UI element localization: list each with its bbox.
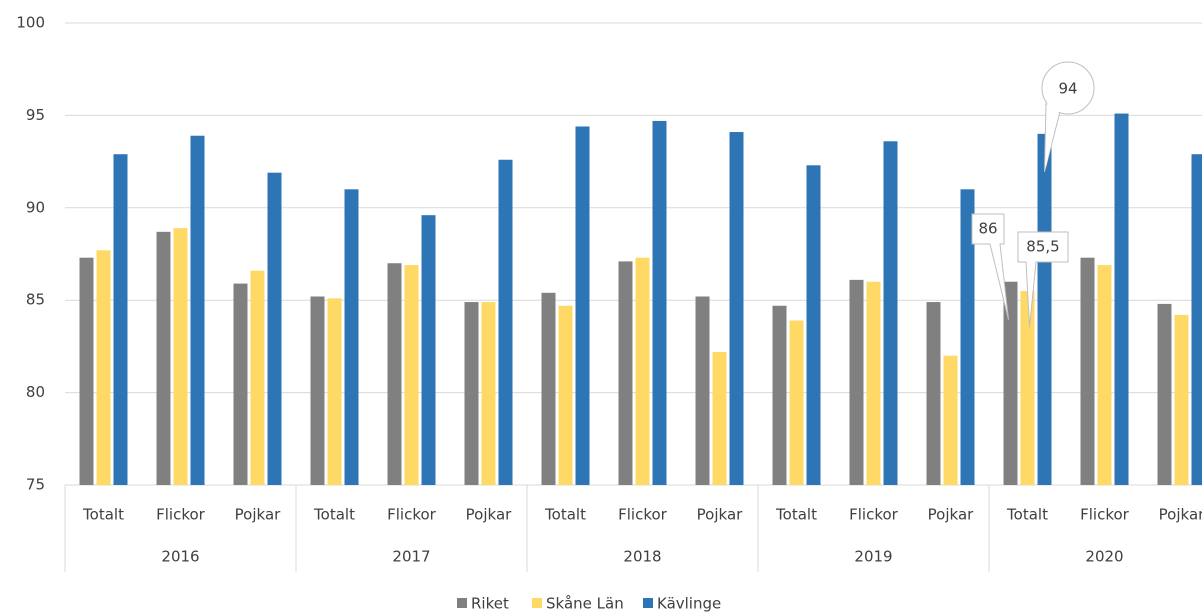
bar [96, 250, 111, 485]
bar [79, 257, 94, 485]
bar [652, 120, 667, 485]
bar [866, 281, 881, 485]
bar [498, 159, 513, 485]
legend-swatch [532, 598, 542, 608]
x-tick-label: Pojkar [235, 506, 281, 524]
bar [558, 305, 573, 485]
data-label: 85,5 [1026, 238, 1059, 256]
bar [481, 302, 496, 485]
y-tick-label: 90 [26, 198, 45, 216]
legend-label: Riket [471, 595, 509, 613]
bar [267, 172, 282, 486]
bar [1097, 265, 1112, 485]
bar [960, 189, 975, 485]
x-tick-label: Pojkar [697, 506, 743, 524]
callout-cover [1045, 103, 1059, 169]
bar [1114, 113, 1129, 485]
group-label: 2018 [623, 548, 661, 566]
x-tick-label: Flickor [156, 506, 206, 524]
bar [635, 257, 650, 485]
bar [173, 228, 188, 486]
bar [387, 263, 402, 485]
callout-bubble [1041, 61, 1095, 115]
bar [789, 320, 804, 485]
legend-swatch [643, 598, 653, 608]
x-tick-label: Flickor [849, 506, 899, 524]
bar [806, 165, 821, 485]
bar [849, 279, 864, 485]
bar [695, 296, 710, 485]
bar [883, 141, 898, 485]
x-tick-label: Totalt [775, 506, 817, 524]
x-tick-label: Flickor [387, 506, 437, 524]
callout-box [1017, 231, 1069, 328]
y-tick-label: 100 [16, 14, 45, 32]
bar [772, 305, 787, 485]
y-tick-label: 85 [26, 291, 45, 309]
group-label: 2017 [392, 548, 430, 566]
data-callout: 86 [971, 213, 1009, 320]
bar [541, 292, 556, 485]
group-label: 2020 [1085, 548, 1123, 566]
y-tick-label: 95 [26, 106, 45, 124]
bar [404, 265, 419, 485]
x-tick-label: Flickor [618, 506, 668, 524]
x-tick-label: Pojkar [928, 506, 974, 524]
x-tick-label: Pojkar [1159, 506, 1202, 524]
x-tick-label: Totalt [1006, 506, 1048, 524]
bar [1037, 133, 1052, 485]
legend-label: Kävlinge [657, 595, 721, 613]
data-label: 94 [1058, 80, 1077, 98]
bar [618, 261, 633, 485]
callout-box [971, 213, 1009, 320]
y-tick-label: 75 [26, 476, 45, 494]
bar [1174, 314, 1189, 485]
bar [233, 283, 248, 485]
legend-swatch [457, 598, 467, 608]
data-label: 86 [978, 220, 997, 238]
group-label: 2019 [854, 548, 892, 566]
data-callout: 94 [1041, 61, 1095, 173]
bar [1191, 154, 1202, 485]
legend-label: Skåne Län [546, 595, 624, 613]
bar [1020, 290, 1035, 485]
y-tick-label: 80 [26, 383, 45, 401]
bar [926, 302, 941, 485]
bar [421, 215, 436, 485]
bar [1080, 257, 1095, 485]
bar [327, 298, 342, 485]
bar [113, 154, 128, 485]
bar [156, 231, 171, 485]
bar [190, 135, 205, 485]
bar [575, 126, 590, 485]
bar [250, 270, 265, 485]
x-tick-label: Pojkar [466, 506, 512, 524]
x-tick-label: Totalt [313, 506, 355, 524]
group-label: 2016 [161, 548, 199, 566]
bar [1003, 281, 1018, 485]
bar [712, 351, 727, 485]
bar [310, 296, 325, 485]
bar [729, 132, 744, 486]
data-callout: 85,5 [1017, 231, 1069, 328]
bar [344, 189, 359, 485]
x-tick-label: Totalt [544, 506, 586, 524]
bar [943, 355, 958, 485]
x-tick-label: Totalt [82, 506, 124, 524]
bar [464, 302, 479, 485]
x-tick-label: Flickor [1080, 506, 1130, 524]
bar [1157, 303, 1172, 485]
